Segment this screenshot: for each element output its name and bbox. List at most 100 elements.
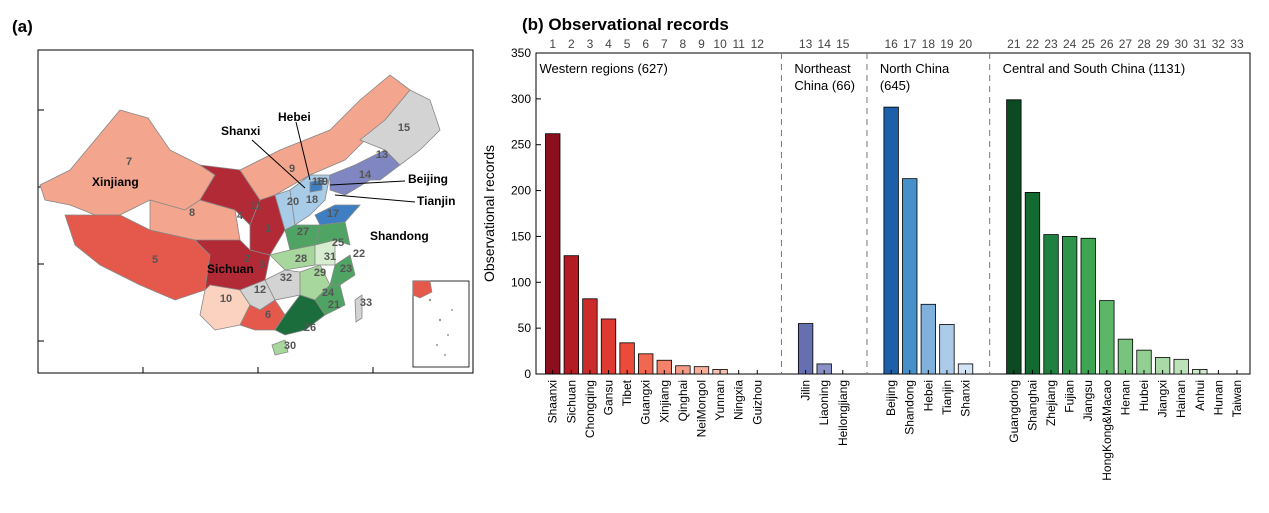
top-index-label: 7: [661, 37, 668, 51]
province-number-label: 24: [322, 287, 335, 299]
category-label: Liaoning: [817, 380, 831, 425]
province-number-label: 28: [295, 253, 307, 265]
top-index-label: 8: [680, 37, 687, 51]
top-index-label: 4: [605, 37, 612, 51]
province-number-label: 8: [189, 207, 195, 219]
inset-guangdong: [412, 280, 433, 299]
province-shandong: [314, 204, 361, 226]
bar: [545, 133, 561, 375]
y-tick-label: 350: [511, 46, 531, 60]
bar: [563, 255, 579, 375]
y-tick-label: 300: [511, 92, 531, 106]
category-label: Jiangxi: [1156, 380, 1170, 417]
category-label: Shanghai: [1025, 380, 1039, 431]
bar: [1024, 192, 1041, 375]
province-number-label: 25: [332, 237, 344, 249]
province-number-label: 20: [287, 196, 299, 208]
top-index-label: 22: [1026, 37, 1040, 51]
province-guangdong: [274, 294, 326, 336]
map-name-label: Shandong: [370, 229, 429, 243]
province-heilongjiang: [359, 89, 441, 166]
y-tick-label: 150: [511, 229, 531, 243]
bar: [1080, 237, 1096, 375]
province-hainan: [271, 339, 289, 356]
province-number-label: 21: [328, 299, 340, 311]
category-label: Yunnan: [713, 380, 727, 421]
bar: [1061, 236, 1078, 375]
top-index-label: 26: [1100, 37, 1114, 51]
top-index-label: 3: [587, 37, 594, 51]
category-label: Beijing: [884, 380, 898, 416]
province-number-label: 33: [360, 297, 372, 309]
category-label: Gansu: [602, 380, 616, 415]
bar: [1006, 99, 1022, 375]
y-tick-label: 100: [511, 275, 531, 289]
bar: [939, 324, 955, 375]
province-number-label: 30: [284, 340, 296, 352]
province-number-label: 23: [340, 263, 352, 275]
category-label: HongKong&Macao: [1100, 380, 1114, 481]
bar: [1117, 338, 1134, 375]
map-name-label: Hebei: [278, 110, 311, 124]
category-label: Xinjiang: [657, 380, 671, 423]
category-label: Anhui: [1193, 380, 1207, 411]
province-number-label: 9: [289, 163, 295, 175]
province-zhejiang: [329, 254, 356, 286]
category-label: Hebei: [921, 380, 935, 411]
bar: [797, 323, 814, 375]
top-index-label: 25: [1082, 37, 1096, 51]
panel-a-label: (a): [12, 17, 33, 36]
top-index-label: 12: [751, 37, 765, 51]
category-label: Qinghai: [676, 380, 690, 421]
category-label: Fujian: [1063, 380, 1077, 413]
category-label: NeiMongol: [694, 380, 708, 437]
category-label: Zhejiang: [1044, 380, 1058, 426]
province-number-label: 10: [220, 293, 232, 305]
category-label: Guangdong: [1007, 380, 1021, 443]
bar: [883, 106, 899, 375]
top-index-label: 33: [1230, 37, 1244, 51]
category-label: Jilin: [799, 380, 813, 401]
province-number-label: 6: [265, 309, 271, 321]
top-index-label: 1: [549, 37, 556, 51]
bar: [600, 318, 617, 375]
province-shapes: [39, 74, 441, 356]
category-label: Taiwan: [1230, 380, 1244, 417]
top-index-label: 21: [1007, 37, 1021, 51]
province-number-label: 19: [316, 176, 328, 188]
category-label: Sichuan: [564, 380, 578, 423]
province-number-label: 18: [306, 194, 318, 206]
province-fujian: [314, 284, 346, 316]
category-label: Hubei: [1137, 380, 1151, 411]
province-jiangsu: [314, 221, 351, 246]
category-label: Chongqing: [583, 380, 597, 438]
top-index-label: 2: [568, 37, 575, 51]
category-label: Henan: [1118, 380, 1132, 415]
map-name-label: Xinjiang: [92, 175, 139, 189]
inset-islands: [428, 298, 453, 356]
province-number-label: 26: [304, 322, 316, 334]
map-frame: [37, 49, 474, 374]
top-index-label: 30: [1175, 37, 1189, 51]
province-number-label: 32: [280, 272, 292, 284]
bar: [920, 303, 936, 375]
province-number-label: 4: [237, 210, 244, 222]
region-label: (645): [880, 78, 910, 93]
chart-title: (b) Observational records: [522, 15, 729, 34]
top-index-label: 28: [1137, 37, 1151, 51]
map-province-names: Xinjiang Sichuan Shanxi Hebei Beijing Tianjin…: [92, 110, 455, 276]
province-number-label: 14: [359, 169, 372, 181]
top-index-label: 9: [698, 37, 705, 51]
province-number-label: 16: [312, 176, 324, 188]
category-label: Hainan: [1174, 380, 1188, 418]
map-name-label: Sichuan: [207, 262, 254, 276]
top-index-label: 32: [1212, 37, 1226, 51]
top-index-label: 16: [884, 37, 898, 51]
y-axis-label: Observational records: [481, 145, 497, 282]
province-number-label: 3: [259, 259, 265, 271]
province-beijing: [309, 179, 323, 193]
bar: [1043, 234, 1059, 375]
bar: [902, 178, 918, 375]
top-index-label: 11: [732, 37, 745, 51]
top-index-label: 5: [624, 37, 631, 51]
